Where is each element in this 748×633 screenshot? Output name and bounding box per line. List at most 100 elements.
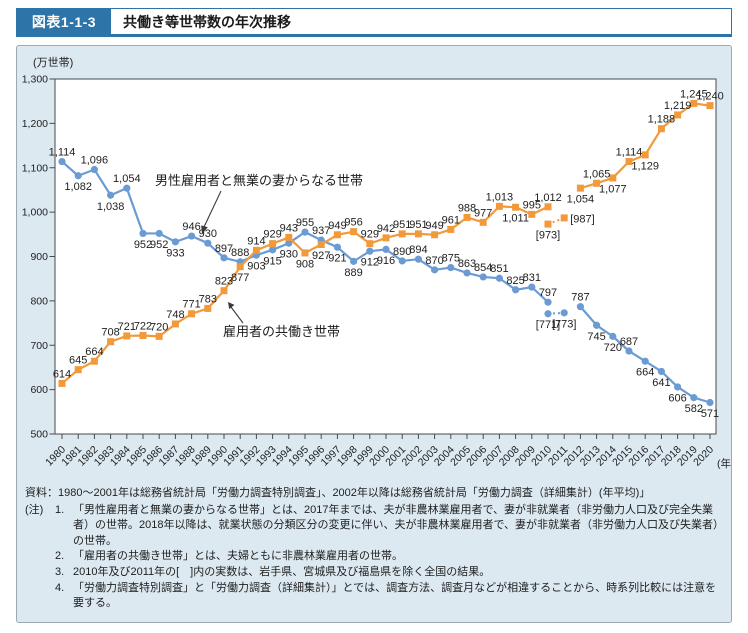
data-point-marker (74, 172, 82, 180)
data-point-label: 1,077 (599, 183, 627, 195)
annotation-arrow-dual-income (230, 306, 244, 324)
data-point-marker (576, 303, 585, 311)
annotation-single-income-household: 男性雇用者と無業の妻からなる世帯 (155, 173, 363, 188)
data-point-marker (123, 184, 131, 192)
data-point-marker (285, 233, 293, 241)
data-point-label: 870 (425, 255, 443, 267)
data-point-label: 783 (199, 293, 217, 305)
figure-title: 共働き等世帯数の年次推移 (123, 13, 291, 30)
note-text: 「労働力調査特別調査」と「労働力調査（詳細集計）」とでは、調査方法、調査月などが… (73, 581, 717, 610)
data-point-label: 1,096 (81, 155, 109, 167)
data-point-label: 1,011 (502, 213, 529, 225)
data-point-marker (706, 398, 714, 407)
data-point-label: [773] (552, 318, 576, 330)
figure-box: (万世帯) 500 600 700 800 900 1,000 1,100 1,200 1,30… (16, 45, 732, 623)
data-point-marker (528, 210, 536, 218)
data-point-marker (333, 243, 341, 251)
data-point-label: 933 (166, 247, 184, 259)
data-point-marker (560, 309, 568, 317)
data-point-label: 951 (409, 219, 427, 231)
data-point-label: [771] (536, 319, 560, 331)
data-point-label: 708 (101, 327, 119, 339)
data-point-marker (90, 165, 98, 174)
data-point-label: 664 (636, 367, 654, 379)
data-point-label: 1,065 (583, 168, 611, 180)
data-point-marker (414, 255, 422, 263)
data-point-label: 1,054 (113, 173, 141, 185)
data-point-label: 890 (393, 246, 411, 258)
data-point-marker (479, 273, 487, 281)
data-point-marker (690, 99, 698, 107)
series-layer (58, 99, 714, 407)
data-point-label: 1,188 (648, 114, 676, 126)
annotation-dual-income-household: 雇用者の共働き世帯 (223, 324, 340, 339)
data-point-label: 721 (118, 321, 136, 333)
data-point-label: 897 (215, 243, 233, 255)
data-point-marker (479, 218, 487, 226)
data-point-label: 942 (377, 223, 395, 235)
y-axis-tick-label: 1,200 (22, 118, 48, 130)
annotation-arrowhead-dual-income (228, 302, 235, 310)
data-point-label: 949 (328, 220, 346, 232)
x-axis-unit-label: (年) (717, 457, 731, 470)
data-point-label: 908 (296, 258, 314, 270)
y-axis-tick-label: 800 (30, 295, 48, 307)
data-point-label: 582 (685, 403, 703, 415)
data-point-label: 995 (523, 199, 541, 211)
data-point-marker (463, 269, 471, 277)
note-number: 1. (55, 503, 65, 516)
data-point-marker (609, 332, 617, 340)
data-point-marker (495, 274, 503, 282)
data-point-label: 927 (312, 250, 330, 262)
data-point-marker (398, 257, 406, 265)
data-point-marker (269, 246, 277, 254)
data-point-label: 952 (150, 239, 168, 251)
data-point-marker (544, 298, 552, 306)
data-point-label: 946 (182, 221, 200, 233)
data-point-marker (139, 229, 147, 238)
data-point-label: 1,240 (696, 91, 724, 103)
data-point-marker (512, 286, 520, 294)
data-point-label: 1,038 (97, 201, 125, 213)
data-point-label: 606 (668, 392, 686, 404)
notes-block: (注) 1. 「男性雇用者と無業の妻からなる世帯」とは、2017年までは、夫が非農… (25, 503, 722, 612)
data-point-marker (123, 332, 131, 340)
data-point-marker (58, 379, 66, 387)
data-point-marker (366, 247, 374, 255)
y-axis-tick-label: 1,300 (22, 74, 48, 86)
data-point-label: 1,114 (616, 147, 643, 159)
series-dual-income (58, 99, 714, 387)
data-point-label: 1,013 (486, 191, 514, 203)
notes-list: 1. 「男性雇用者と無業の妻からなる世帯」とは、2017年までは、夫が非農林業雇用… (55, 503, 722, 612)
data-point-label: 914 (247, 235, 265, 247)
data-point-marker (625, 347, 633, 355)
data-point-label: 955 (296, 217, 314, 229)
data-point-marker (657, 125, 665, 133)
data-point-label: 1,082 (64, 181, 92, 193)
y-axis-tick-label: 700 (30, 340, 48, 352)
data-point-marker (431, 231, 439, 239)
data-point-label: 664 (85, 346, 103, 358)
data-point-label: 571 (701, 408, 719, 420)
data-point-marker (171, 320, 179, 328)
data-point-marker (301, 228, 309, 236)
data-point-marker (544, 203, 552, 211)
note-number: 2. (55, 550, 65, 563)
data-point-marker (609, 174, 617, 182)
data-point-label: 889 (344, 267, 362, 279)
data-point-label: 930 (199, 228, 217, 240)
data-point-marker (593, 179, 601, 187)
data-point-marker (528, 283, 536, 291)
data-point-label: 921 (328, 253, 346, 265)
note-item: 2. 「雇用者の共働き世帯」とは、夫婦ともに非農林業雇用者の世帯。 (55, 549, 722, 565)
data-point-label: 1,054 (567, 194, 595, 206)
data-point-label: [973] (536, 230, 560, 242)
data-point-marker (674, 111, 682, 119)
y-axis-tick-label: 600 (30, 384, 48, 396)
data-point-marker (155, 332, 163, 340)
data-point-marker (171, 238, 179, 246)
data-point-marker (236, 263, 244, 271)
note-number: 3. (55, 566, 65, 579)
data-point-marker (269, 240, 277, 248)
